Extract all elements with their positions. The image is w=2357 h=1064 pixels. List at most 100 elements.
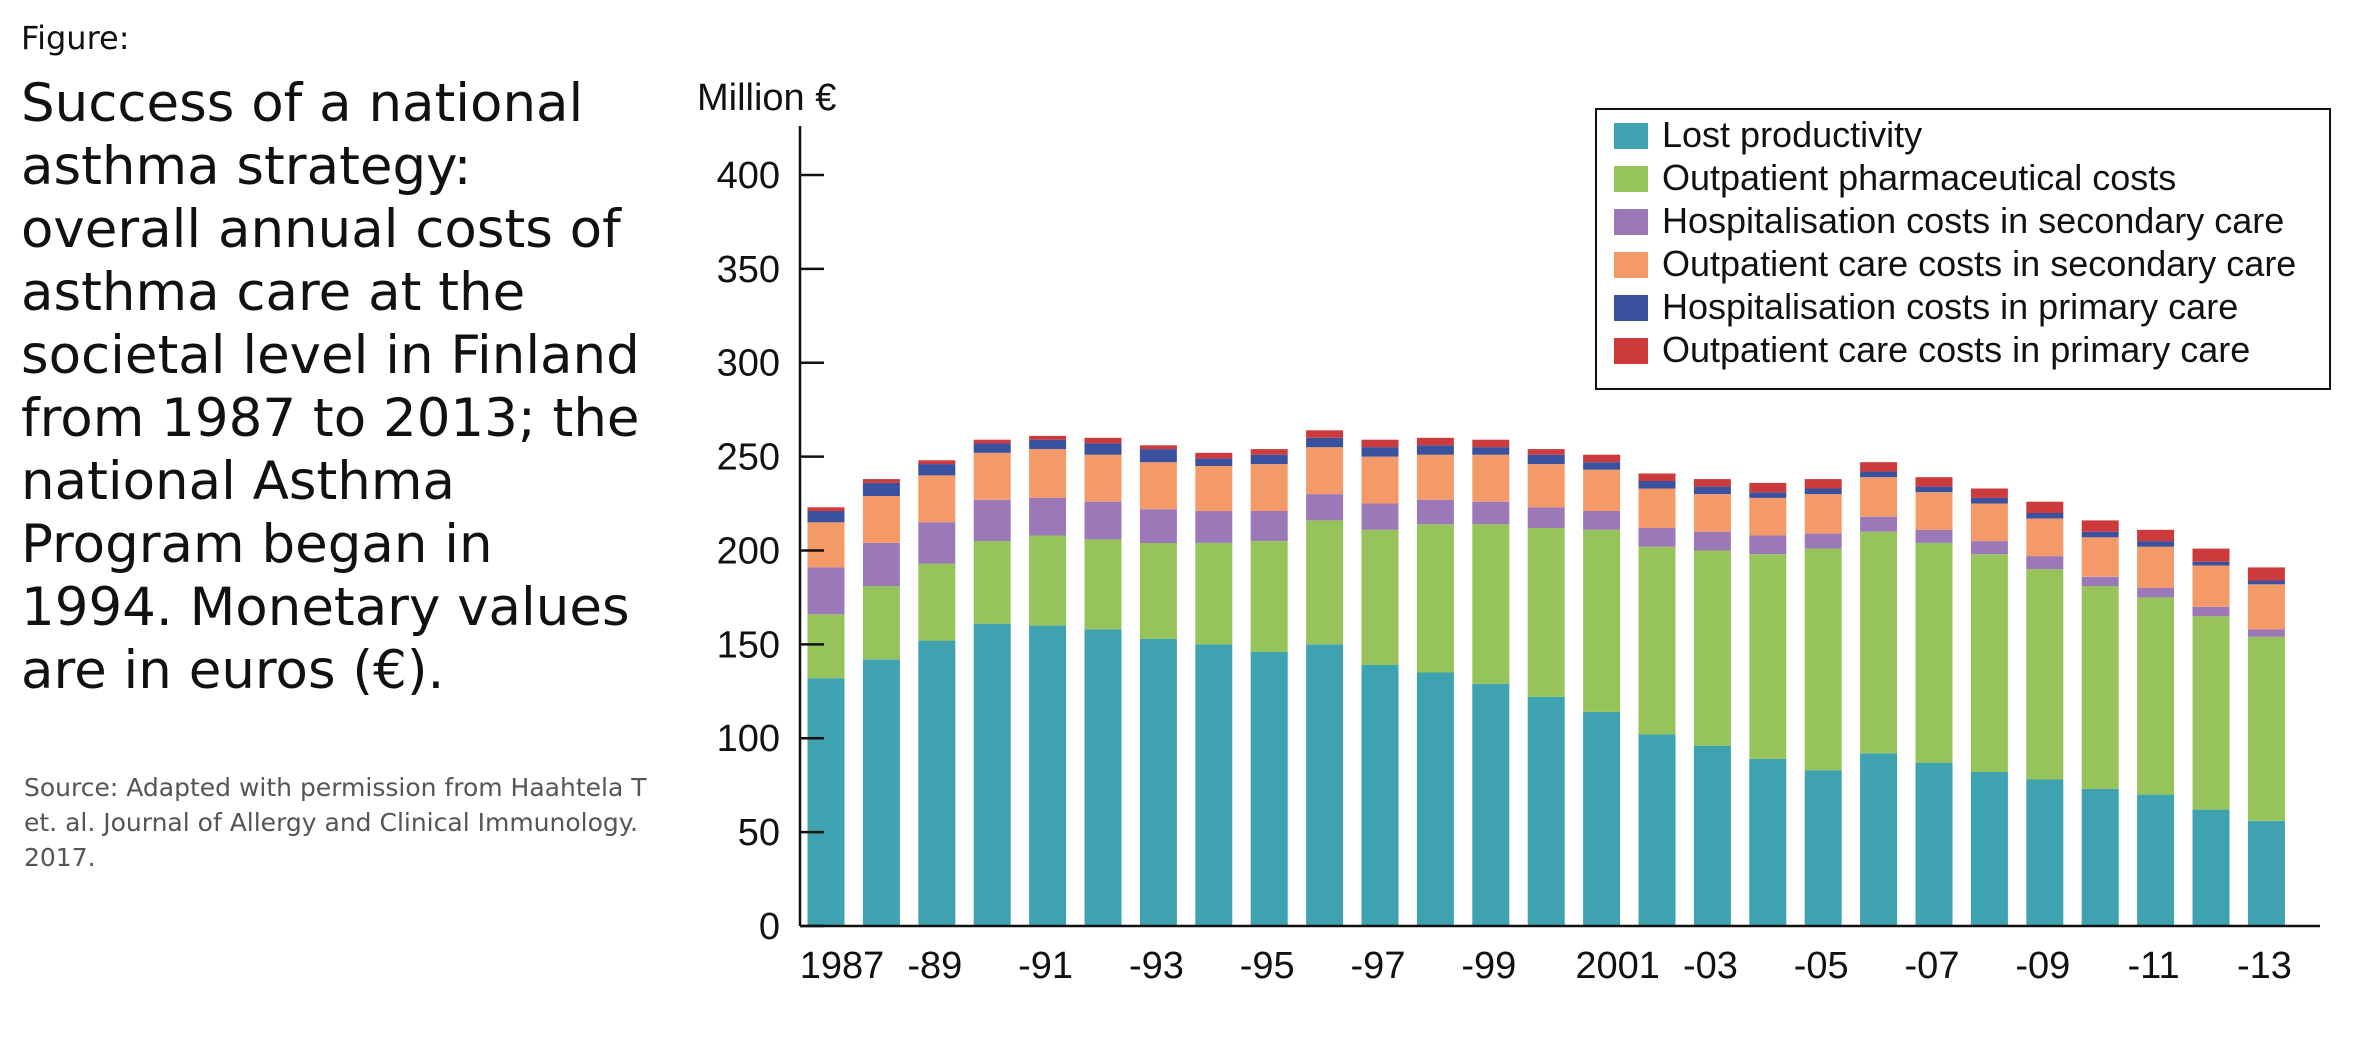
bar-segment-1992-series-1 bbox=[1084, 539, 1122, 630]
bar-segment-1993-series-5 bbox=[1139, 445, 1177, 450]
bar-segment-2008-series-2 bbox=[1970, 541, 2008, 555]
bar-segment-1990-series-4 bbox=[973, 443, 1011, 453]
bar-segment-2001-series-1 bbox=[1583, 529, 1621, 712]
bar-segment-1998-series-0 bbox=[1416, 672, 1454, 926]
legend-label-5: Outpatient care costs in primary care bbox=[1662, 329, 2250, 370]
bar-segment-1987-series-0 bbox=[807, 678, 845, 926]
bar-segment-2005-series-2 bbox=[1804, 533, 1842, 549]
bar-segment-2008-series-3 bbox=[1970, 503, 2008, 542]
bar-segment-1988-series-0 bbox=[862, 659, 900, 926]
bar-segment-2012-series-3 bbox=[2192, 565, 2230, 607]
y-axis-label: Million € bbox=[697, 77, 836, 119]
bar-segment-2013-series-3 bbox=[2247, 584, 2285, 630]
bar-segment-1991-series-2 bbox=[1029, 497, 1067, 536]
y-tick-label-150: 150 bbox=[717, 624, 780, 666]
bar-segment-2001-series-5 bbox=[1583, 454, 1621, 463]
bar-segment-2007-series-2 bbox=[1915, 529, 1953, 543]
bar-segment-2012-series-0 bbox=[2192, 809, 2230, 926]
bar-segment-2009-series-3 bbox=[2026, 518, 2064, 557]
bar-segment-2007-series-5 bbox=[1915, 477, 1953, 487]
bar-segment-1996-series-1 bbox=[1306, 520, 1344, 645]
bar-segment-1993-series-4 bbox=[1139, 449, 1177, 463]
y-tick-label-300: 300 bbox=[717, 343, 780, 385]
bar-segment-1995-series-0 bbox=[1250, 651, 1288, 926]
bar-segment-1999-series-2 bbox=[1472, 501, 1510, 525]
bar-segment-1993-series-2 bbox=[1139, 509, 1177, 543]
bar-segment-1992-series-3 bbox=[1084, 454, 1122, 502]
bar-segment-2006-series-3 bbox=[1860, 477, 1898, 517]
bar-segment-2013-series-0 bbox=[2247, 820, 2285, 926]
bar-segment-1989-series-2 bbox=[918, 522, 956, 564]
bar-segment-2009-series-2 bbox=[2026, 556, 2064, 570]
bar-segment-2009-series-4 bbox=[2026, 512, 2064, 519]
bar-segment-1989-series-5 bbox=[918, 460, 956, 465]
legend-swatch-0 bbox=[1614, 123, 1648, 149]
bar-segment-1995-series-5 bbox=[1250, 449, 1288, 455]
x-tick-label-2011: -11 bbox=[2128, 945, 2180, 987]
bar-segment-2004-series-1 bbox=[1749, 554, 1787, 759]
bar-segment-1996-series-3 bbox=[1306, 447, 1344, 495]
bar-segment-1990-series-3 bbox=[973, 452, 1011, 500]
bar-segment-2000-series-4 bbox=[1527, 454, 1565, 465]
bar-segment-2000-series-3 bbox=[1527, 464, 1565, 508]
bar-segment-1995-series-3 bbox=[1250, 464, 1288, 511]
bar-segment-2002-series-5 bbox=[1638, 473, 1676, 481]
bar-segment-2012-series-1 bbox=[2192, 616, 2230, 810]
bar-segment-1988-series-2 bbox=[862, 543, 900, 587]
bar-segment-1993-series-3 bbox=[1139, 462, 1177, 510]
bar-segment-1999-series-4 bbox=[1472, 447, 1510, 455]
legend-swatch-2 bbox=[1614, 209, 1648, 235]
bar-segment-1993-series-0 bbox=[1139, 638, 1177, 926]
bar-segment-1989-series-3 bbox=[918, 475, 956, 523]
bar-segment-2004-series-4 bbox=[1749, 492, 1787, 498]
x-tick-label-1997: -97 bbox=[1351, 945, 1406, 987]
x-tick-label-2013: -13 bbox=[2237, 945, 2292, 987]
bar-segment-2012-series-2 bbox=[2192, 606, 2230, 617]
bar-segment-1996-series-4 bbox=[1306, 437, 1344, 448]
bar-segment-2009-series-1 bbox=[2026, 569, 2064, 780]
bar-segment-1998-series-2 bbox=[1416, 499, 1454, 525]
bar-segment-1994-series-1 bbox=[1195, 543, 1233, 645]
legend-swatch-1 bbox=[1614, 166, 1648, 192]
bar-segment-1990-series-5 bbox=[973, 439, 1011, 444]
bar-segment-2010-series-1 bbox=[2081, 586, 2119, 789]
bar-segment-2011-series-2 bbox=[2137, 588, 2175, 598]
bar-segment-2000-series-0 bbox=[1527, 696, 1565, 926]
bar-segment-1987-series-4 bbox=[807, 511, 845, 523]
bar-segment-1997-series-3 bbox=[1361, 456, 1399, 504]
bar-segment-2008-series-5 bbox=[1970, 488, 2008, 498]
bar-segment-2013-series-1 bbox=[2247, 636, 2285, 821]
bar-segment-1994-series-0 bbox=[1195, 644, 1233, 926]
bar-segment-2007-series-3 bbox=[1915, 492, 1953, 530]
bar-segment-1987-series-2 bbox=[807, 567, 845, 615]
x-tick-label-1991: -91 bbox=[1018, 945, 1073, 987]
legend-label-1: Outpatient pharmaceutical costs bbox=[1662, 157, 2176, 198]
bar-segment-2011-series-5 bbox=[2137, 529, 2175, 542]
bar-segment-1998-series-5 bbox=[1416, 437, 1454, 446]
y-tick-label-50: 50 bbox=[738, 812, 780, 854]
bar-segment-1997-series-1 bbox=[1361, 529, 1399, 665]
bar-segment-2002-series-2 bbox=[1638, 527, 1676, 547]
bar-segment-2002-series-1 bbox=[1638, 546, 1676, 735]
bar-segment-1997-series-4 bbox=[1361, 447, 1399, 457]
bar-segment-1988-series-1 bbox=[862, 586, 900, 660]
bar-segment-1994-series-3 bbox=[1195, 466, 1233, 512]
bar-segment-2001-series-2 bbox=[1583, 511, 1621, 530]
bar-segment-1995-series-1 bbox=[1250, 541, 1288, 652]
bar-segment-1992-series-4 bbox=[1084, 443, 1122, 455]
bar-segment-1995-series-4 bbox=[1250, 454, 1288, 465]
bar-segment-2003-series-1 bbox=[1693, 550, 1731, 746]
legend-frame bbox=[1595, 108, 2331, 390]
bar-segment-1991-series-3 bbox=[1029, 449, 1067, 498]
bar-segment-2001-series-3 bbox=[1583, 469, 1621, 511]
legend-swatch-3 bbox=[1614, 252, 1648, 278]
bar-segment-2007-series-1 bbox=[1915, 543, 1953, 763]
bar-segment-2009-series-5 bbox=[2026, 501, 2064, 513]
x-tick-label-2009: -09 bbox=[2015, 945, 2070, 987]
bar-segment-2002-series-4 bbox=[1638, 481, 1676, 489]
bar-segment-1987-series-3 bbox=[807, 522, 845, 568]
bar-segment-2011-series-1 bbox=[2137, 597, 2175, 795]
bar-segment-1995-series-2 bbox=[1250, 511, 1288, 541]
legend-swatch-5 bbox=[1614, 338, 1648, 364]
